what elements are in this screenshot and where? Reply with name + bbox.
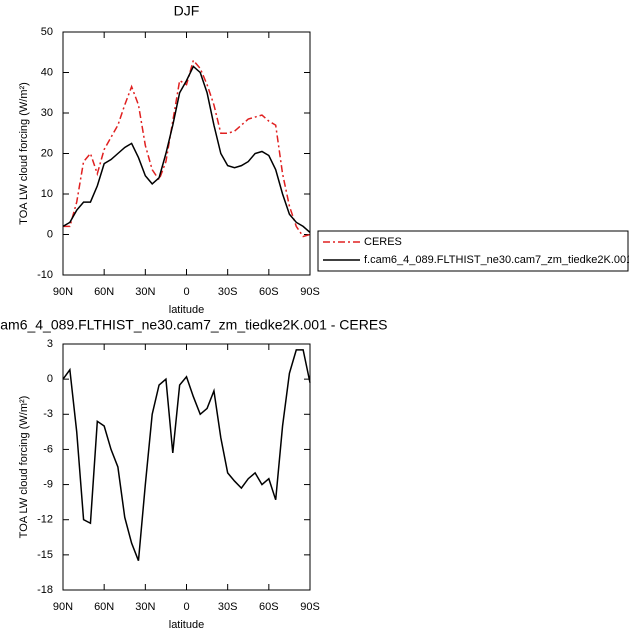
y-tick-label: 40 [41, 66, 53, 78]
y-tick-label: -15 [37, 549, 53, 561]
x-tick-label: 90S [300, 286, 320, 298]
y-axis-label: TOA LW cloud forcing (W/m²) [18, 82, 30, 225]
y-tick-label: 20 [41, 147, 53, 159]
x-tick-label: 0 [183, 286, 189, 298]
x-tick-label: 90N [53, 286, 73, 298]
series-line [62, 65, 311, 234]
series-line [62, 349, 311, 561]
y-tick-label: 50 [41, 26, 53, 38]
x-tick-label: 60S [259, 286, 279, 298]
y-tick-label: -6 [43, 443, 53, 455]
plot-frame [62, 343, 311, 591]
legend-label: f.cam6_4_089.FLTHIST_ne30.cam7_zm_tiedke… [364, 254, 629, 266]
x-tick-label: 30S [218, 286, 238, 298]
y-tick-label: -3 [43, 408, 53, 420]
chart-title: f.cam6_4_089.FLTHIST_ne30.cam7_zm_tiedke… [0, 317, 388, 333]
x-tick-label: 0 [183, 601, 189, 613]
x-axis-label: latitude [169, 619, 204, 631]
x-tick-label: 30N [135, 601, 155, 613]
legend-label: CERES [364, 236, 402, 248]
y-tick-label: -18 [37, 584, 53, 596]
y-tick-label: 3 [47, 338, 53, 350]
x-tick-label: 90N [53, 601, 73, 613]
legend-box [317, 230, 629, 272]
chart-title: DJF [174, 3, 200, 19]
x-tick-label: 30S [218, 601, 238, 613]
plot-frame [62, 31, 311, 276]
y-tick-label: 30 [41, 107, 53, 119]
y-tick-label: 0 [47, 228, 53, 240]
y-tick-label: 10 [41, 188, 53, 200]
x-tick-label: 30N [135, 286, 155, 298]
y-tick-label: -10 [37, 269, 53, 281]
x-tick-label: 60N [94, 601, 114, 613]
x-axis-label: latitude [169, 304, 204, 316]
x-tick-label: 60N [94, 286, 114, 298]
x-tick-label: 90S [300, 601, 320, 613]
y-tick-label: -9 [43, 478, 53, 490]
y-tick-label: -12 [37, 514, 53, 526]
series-line [63, 58, 311, 238]
x-tick-label: 60S [259, 601, 279, 613]
y-tick-label: 0 [47, 373, 53, 385]
y-axis-label: TOA LW cloud forcing (W/m²) [18, 396, 30, 539]
